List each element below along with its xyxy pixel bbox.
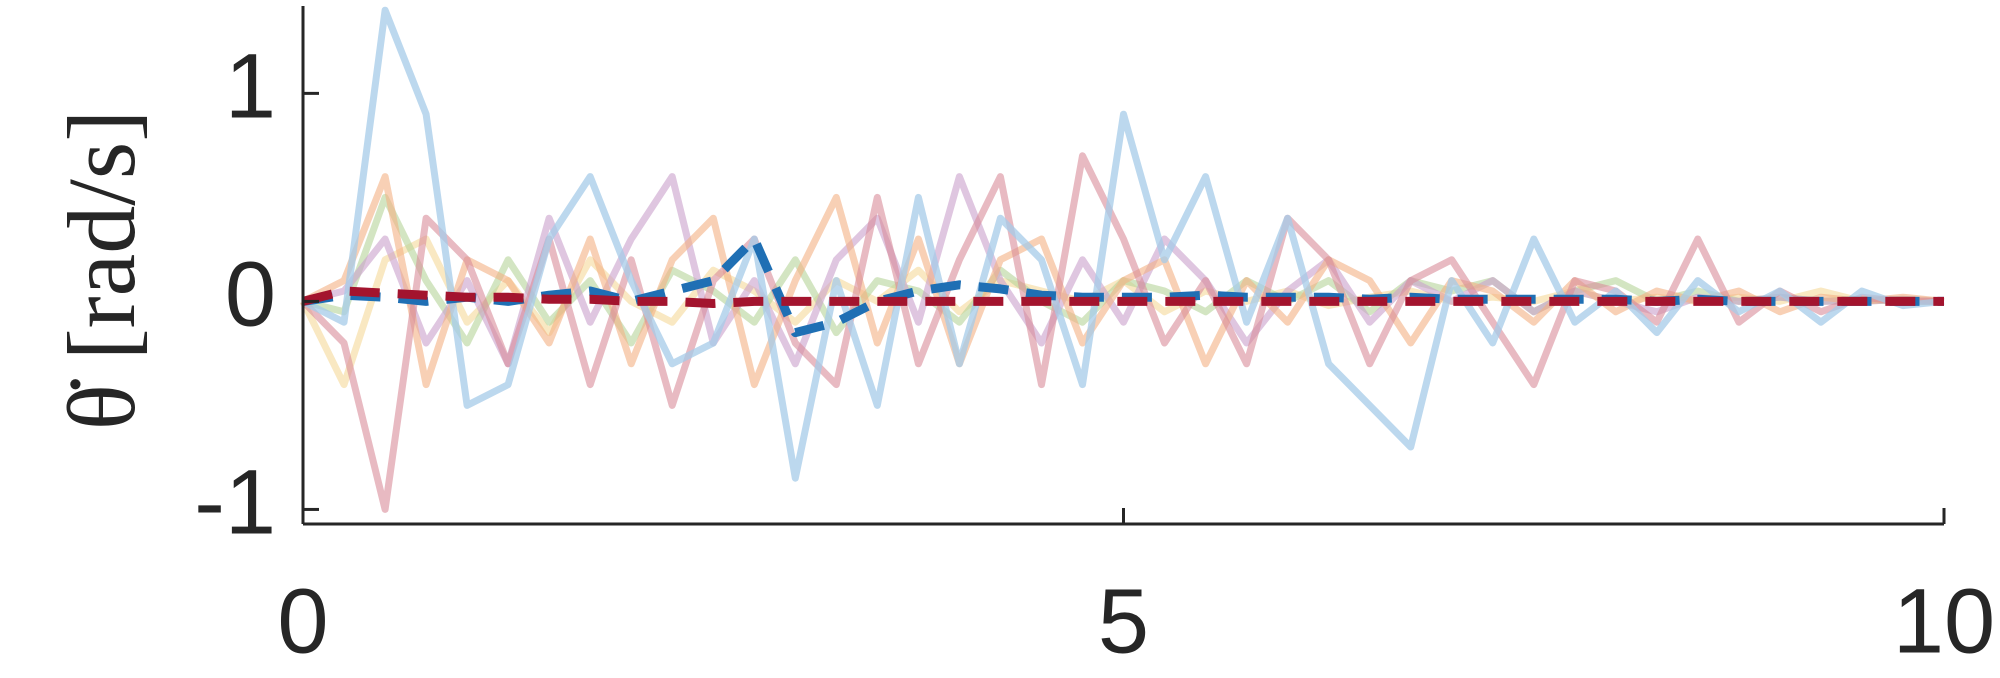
x-tick-label: 10	[1893, 570, 1995, 672]
x-tick-label: 5	[1098, 570, 1149, 672]
y-axis-label: θ̇ [rad/s]	[48, 110, 155, 431]
trajectory-line	[302, 173, 1945, 368]
trajectory-line	[300, 152, 1944, 513]
trajectory-line	[299, 235, 1945, 389]
x-tick-label: 0	[277, 570, 328, 672]
mean-line	[301, 286, 1944, 308]
y-tick-label: -1	[194, 452, 276, 554]
y-tick-label: 1	[225, 36, 276, 138]
trajectory-line	[301, 6, 1945, 482]
y-tick-label: 0	[225, 244, 276, 346]
